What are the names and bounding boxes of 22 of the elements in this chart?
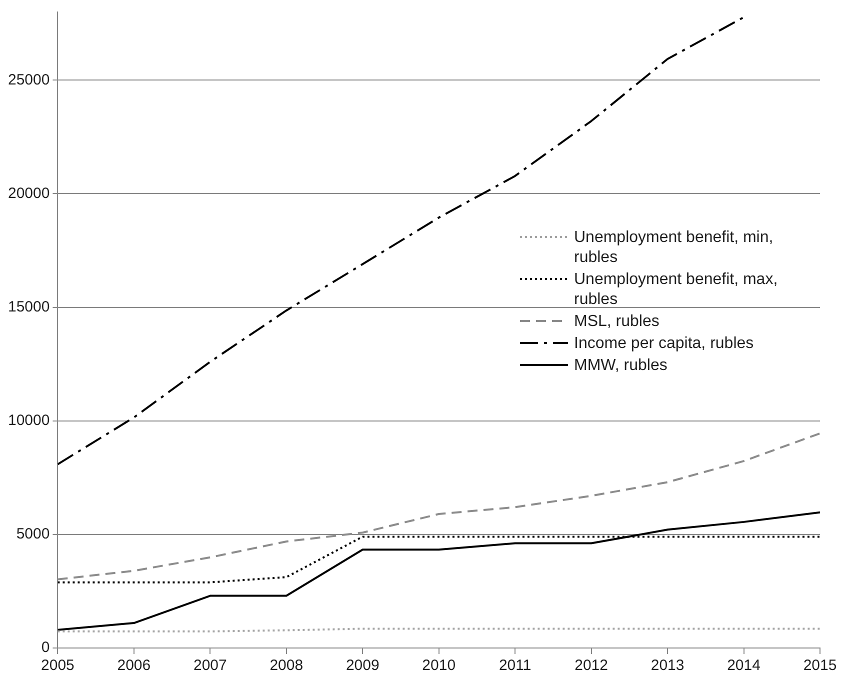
- y-tick-label: 25000: [8, 71, 50, 88]
- x-tick-label: 2005: [41, 657, 74, 674]
- legend-label: Unemployment benefit, max, rubles: [574, 270, 779, 310]
- x-tick-label: 2010: [422, 657, 456, 674]
- x-tick-label: 2009: [346, 657, 380, 674]
- x-tick-label: 2014: [727, 657, 760, 674]
- legend-label: MSL, rubles: [574, 312, 660, 332]
- x-tick-label: 2012: [574, 657, 608, 674]
- x-tick-label: 2008: [270, 657, 304, 674]
- y-tick-label: 5000: [16, 526, 50, 543]
- legend-label: Unemployment benefit, min, rubles: [574, 228, 774, 268]
- x-tick-label: 2015: [803, 657, 837, 674]
- y-tick-label: 15000: [8, 298, 50, 316]
- y-tick-label: 10000: [8, 412, 50, 429]
- y-tick-label: 20000: [8, 184, 50, 202]
- x-tick-label: 2006: [117, 657, 151, 674]
- x-tick-label: 2011: [498, 657, 532, 674]
- legend-label: Income per capita, rubles: [574, 334, 754, 354]
- x-tick-label: 2007: [193, 657, 227, 674]
- y-tick-label: 0: [41, 639, 50, 656]
- legend-label: MMW, rubles: [574, 356, 668, 376]
- x-tick-label: 2013: [650, 657, 684, 674]
